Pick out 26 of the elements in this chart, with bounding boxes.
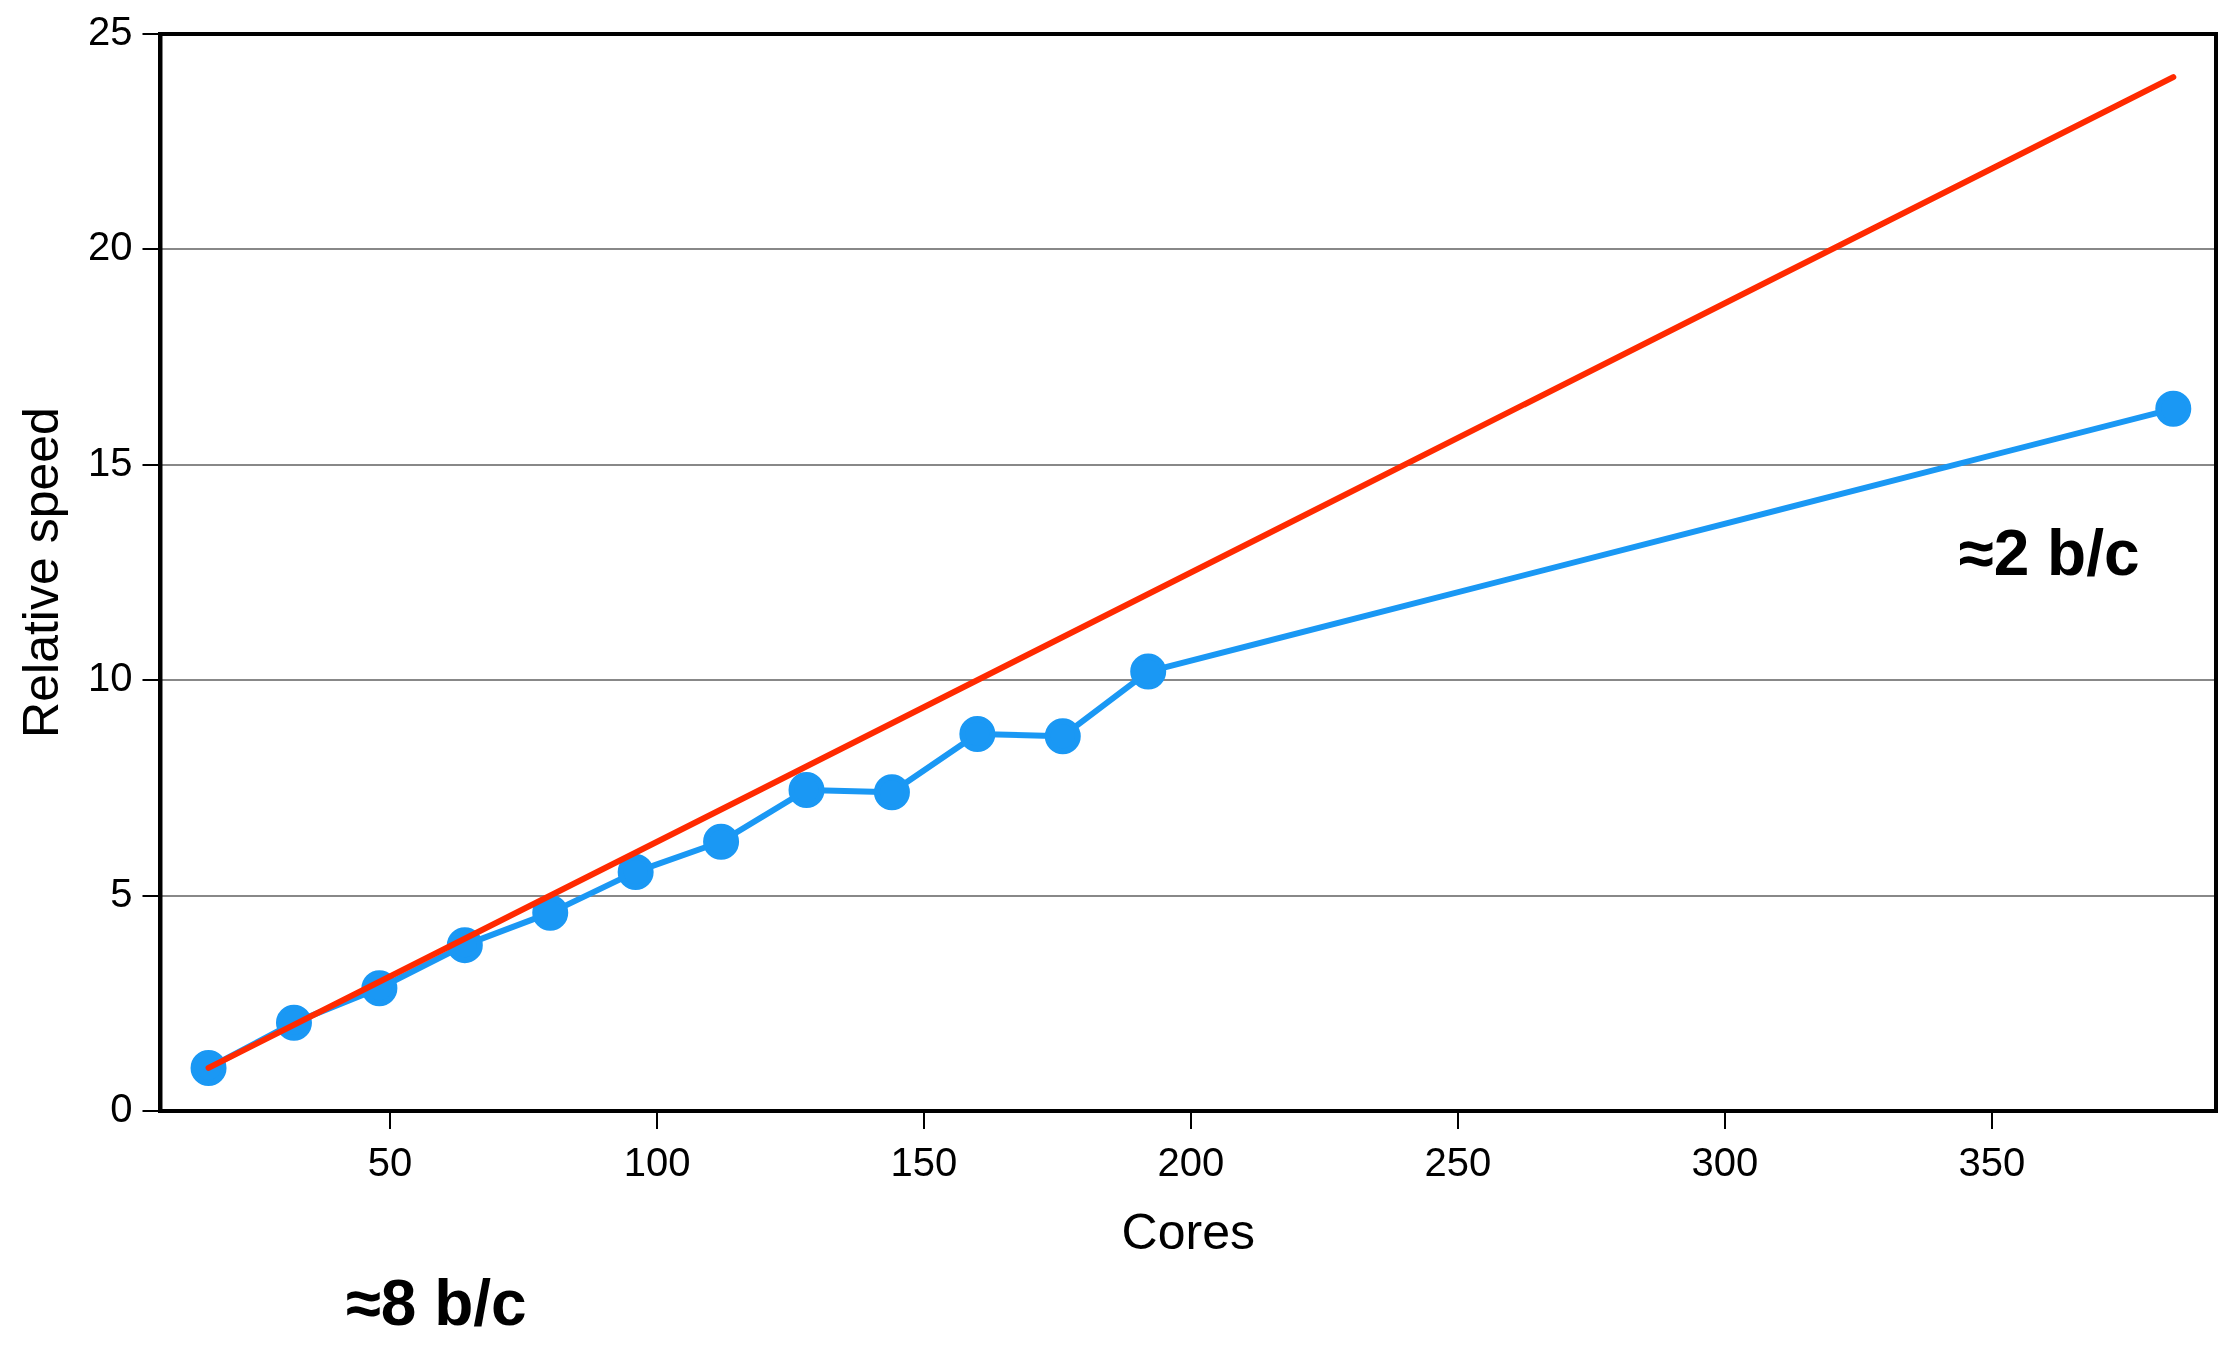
annotation: ≈2 b/c	[1958, 516, 2140, 589]
x-tick-label: 50	[367, 1140, 413, 1185]
point	[532, 894, 569, 931]
text: ≈8 b/c	[345, 1267, 527, 1339]
x-tick-label: 200	[1157, 1140, 1225, 1185]
x-tick-label: 350	[1958, 1140, 2026, 1185]
point	[2155, 390, 2192, 427]
point	[1130, 653, 1167, 690]
point	[959, 716, 996, 753]
x-tick-label: 100	[623, 1140, 691, 1185]
x-tick-label: 150	[890, 1140, 958, 1185]
point	[617, 853, 654, 890]
x-tick-label: 300	[1691, 1140, 1759, 1185]
y-tick-label: 20	[87, 224, 133, 269]
y-tick-label: 15	[87, 439, 133, 484]
point	[1044, 718, 1081, 755]
point	[788, 772, 825, 809]
y-tick-label: 25	[87, 9, 133, 54]
point	[703, 823, 740, 860]
y-axis-title: Relative speed	[12, 407, 69, 738]
x-tick-label: 250	[1424, 1140, 1492, 1185]
point	[873, 774, 910, 811]
y-tick-label: 0	[110, 1086, 133, 1131]
y-tick-label: 5	[110, 870, 133, 915]
x-axis-title: Cores	[1121, 1203, 1255, 1260]
y-tick-label: 10	[87, 655, 133, 700]
